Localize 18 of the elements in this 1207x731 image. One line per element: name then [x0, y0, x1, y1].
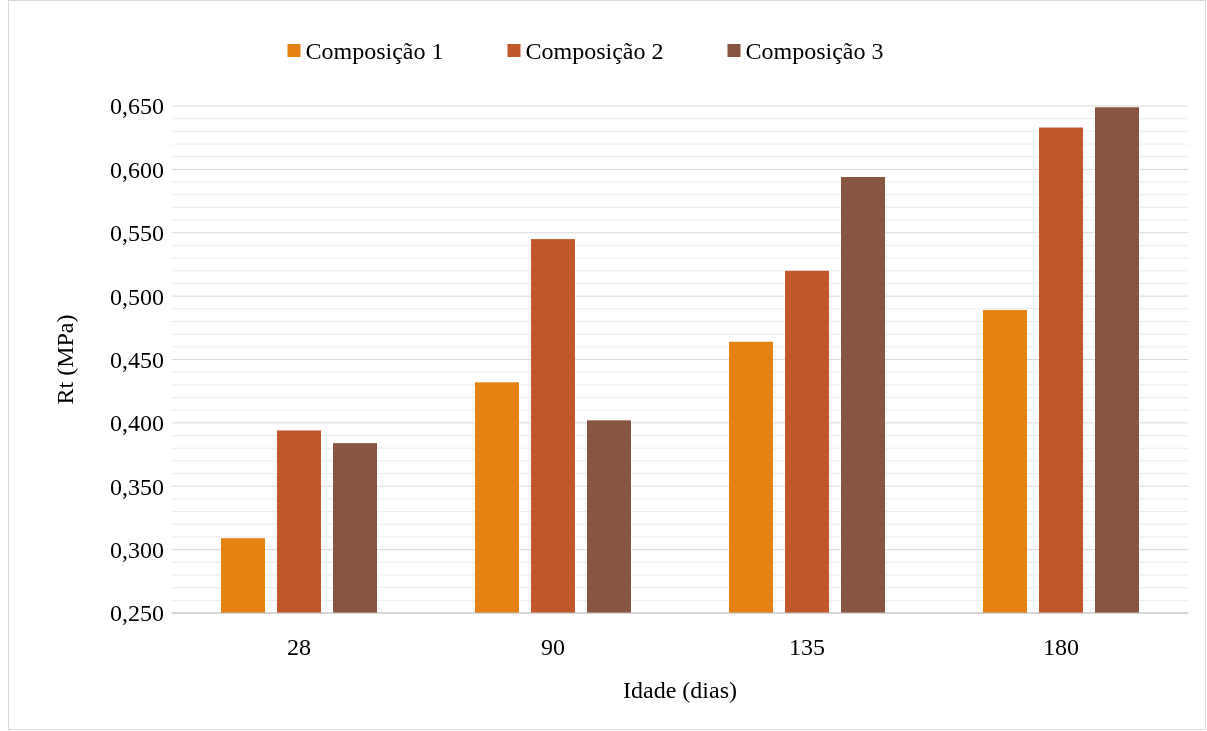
y-tick-label: 0,350	[110, 473, 164, 500]
y-tick-label: 0,600	[110, 156, 164, 183]
legend-label: Composição 3	[745, 38, 884, 65]
y-tick-label: 0,450	[110, 346, 164, 373]
x-tick-label: 28	[287, 634, 311, 660]
x-tick-label: 180	[1043, 634, 1079, 660]
x-tick-label: 135	[789, 634, 825, 660]
y-tick-label: 0,550	[110, 220, 164, 247]
y-tick-label: 0,300	[110, 537, 164, 564]
y-tick-label: 0,400	[110, 410, 164, 437]
legend-label: Composição 2	[525, 38, 664, 65]
y-tick-label: 0,500	[110, 283, 164, 310]
x-tick-label: 90	[541, 634, 565, 660]
y-tick-label: 0,250	[110, 600, 164, 627]
x-axis-title: Idade (dias)	[623, 677, 737, 703]
y-axis-title: Rt (MPa)	[52, 314, 78, 405]
legend-label: Composição 1	[305, 38, 444, 65]
y-tick-label: 0,650	[110, 93, 164, 120]
